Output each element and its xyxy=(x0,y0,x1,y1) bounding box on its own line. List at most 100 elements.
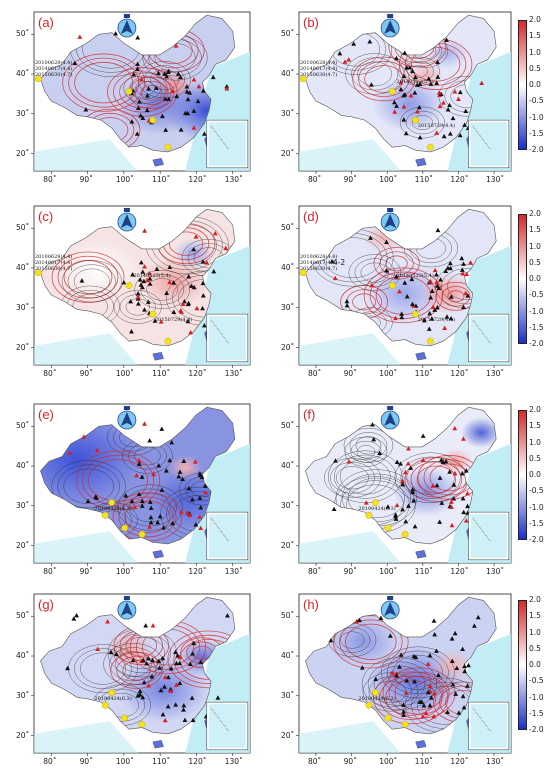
colorbar-tick-label: -1.5 xyxy=(529,128,544,138)
station-marker xyxy=(167,279,172,285)
hainan xyxy=(415,352,427,361)
station-marker xyxy=(189,283,194,288)
station-marker xyxy=(438,277,443,282)
station-marker xyxy=(131,71,137,77)
lon-tick-label: 90˚ xyxy=(343,567,357,576)
station-marker xyxy=(121,280,127,285)
epicenter-label: 20140523(5.4) xyxy=(396,78,434,85)
epicenter-marker xyxy=(138,720,146,728)
station-marker xyxy=(407,65,413,70)
station-marker xyxy=(198,525,204,530)
station-marker xyxy=(144,107,150,113)
station-marker xyxy=(137,277,143,282)
sea-area xyxy=(299,333,401,365)
station-marker xyxy=(441,100,446,105)
station-marker xyxy=(401,117,407,122)
colorbar-tick-label: -2.0 xyxy=(529,145,544,154)
lat-tick-label: 40˚ xyxy=(281,461,295,470)
station-marker xyxy=(72,60,78,66)
station-marker xyxy=(164,74,170,79)
station-marker xyxy=(168,666,174,671)
colorbar-tick-label: 1.5 xyxy=(529,611,541,621)
station-marker xyxy=(77,34,83,39)
epicenter-label: 20190424(6.3) xyxy=(358,505,396,512)
station-marker xyxy=(184,510,190,515)
colorbar-tick-label: 1.5 xyxy=(529,31,541,41)
station-marker xyxy=(436,285,442,291)
lat-tick-label: 50˚ xyxy=(281,223,295,233)
station-marker xyxy=(405,461,411,466)
station-marker xyxy=(465,491,470,496)
station-marker xyxy=(462,663,467,669)
station-marker xyxy=(394,103,399,108)
station-marker xyxy=(147,281,153,286)
station-marker xyxy=(450,681,456,687)
station-marker xyxy=(393,513,399,519)
station-marker xyxy=(223,245,229,251)
station-marker xyxy=(71,616,77,621)
lon-tick-label: 120˚ xyxy=(188,567,207,576)
station-marker xyxy=(154,266,160,271)
station-marker xyxy=(212,230,218,236)
station-marker xyxy=(138,259,144,265)
station-marker xyxy=(427,310,433,316)
colorbar-tick-label: 1.5 xyxy=(529,225,541,235)
panel-label: (e) xyxy=(38,407,54,422)
north-arrow-icon xyxy=(380,208,400,232)
station-marker xyxy=(180,476,185,481)
station-marker xyxy=(79,278,85,283)
station-marker xyxy=(369,282,375,288)
station-marker xyxy=(402,280,408,285)
epicenter-marker xyxy=(125,88,133,95)
station-marker xyxy=(155,520,161,525)
epicenter-marker xyxy=(412,116,420,124)
station-marker xyxy=(123,493,129,498)
sea-area xyxy=(299,721,401,753)
lat-tick-label: 40˚ xyxy=(281,69,295,78)
epicenter-marker xyxy=(299,269,307,277)
station-marker xyxy=(460,693,466,699)
station-marker xyxy=(398,86,404,92)
epicenter-marker xyxy=(427,143,434,151)
station-marker xyxy=(147,524,152,529)
station-marker xyxy=(328,638,334,643)
lat-tick-label: 50˚ xyxy=(16,29,30,39)
station-marker xyxy=(406,446,411,451)
station-marker xyxy=(447,469,453,474)
station-marker xyxy=(195,98,201,104)
station-marker xyxy=(428,295,434,300)
station-marker xyxy=(200,293,206,298)
station-marker xyxy=(191,640,197,646)
station-marker xyxy=(399,314,405,320)
lat-tick-label: 20˚ xyxy=(281,342,295,352)
lat-tick-label: 30˚ xyxy=(281,690,295,700)
station-marker xyxy=(471,623,477,628)
china-outline xyxy=(305,208,497,347)
colorbar-tick-label: -1.5 xyxy=(529,708,544,718)
colorbar-tick-label: 0.5 xyxy=(529,257,541,267)
lon-tick-label: 130˚ xyxy=(224,175,243,184)
station-marker xyxy=(409,276,415,282)
panel-label: (g) xyxy=(38,597,54,612)
colorbar-tick-label: -2.0 xyxy=(529,339,544,348)
station-marker xyxy=(434,482,440,488)
lon-tick-label: 90˚ xyxy=(343,757,357,766)
lon-tick-label: 110˚ xyxy=(152,567,171,576)
station-marker xyxy=(163,468,169,473)
station-marker xyxy=(428,279,433,284)
station-marker xyxy=(140,694,146,700)
station-marker xyxy=(182,717,188,723)
station-marker xyxy=(445,265,451,270)
station-marker xyxy=(181,458,187,463)
north-arrow-icon xyxy=(380,596,400,620)
lon-tick-label: 90˚ xyxy=(79,567,93,576)
station-marker xyxy=(157,665,163,670)
station-marker xyxy=(447,131,453,136)
epicenter-marker xyxy=(108,499,116,506)
station-marker xyxy=(384,268,389,273)
station-marker xyxy=(173,649,178,655)
station-marker xyxy=(392,109,398,114)
epicenter-label: 20150729(4.4) xyxy=(154,317,193,324)
station-marker xyxy=(408,465,414,470)
epicenter-marker xyxy=(365,701,373,709)
